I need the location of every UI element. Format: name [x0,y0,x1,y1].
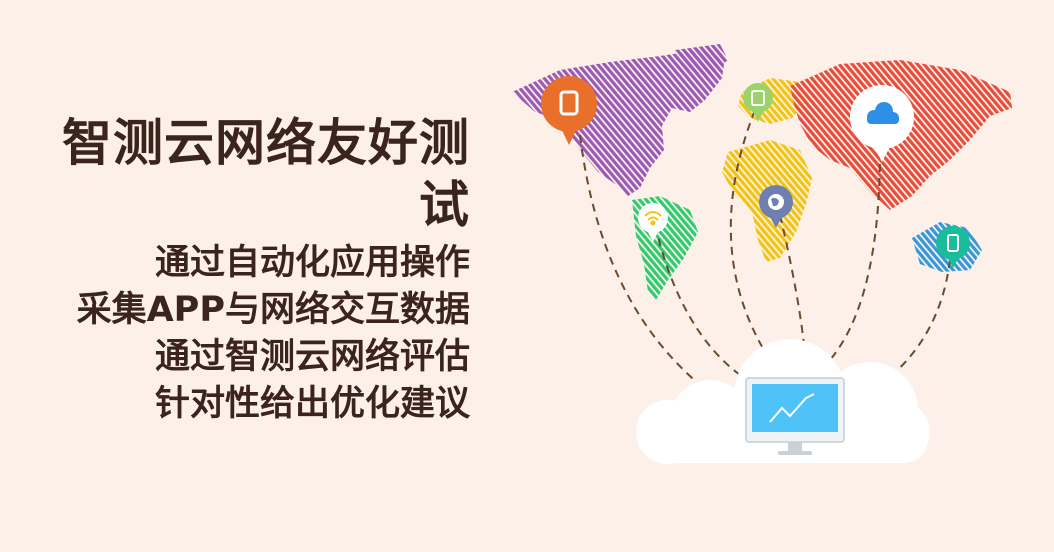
monitor-icon [745,377,845,455]
tablet-icon-small [751,90,765,106]
north-america-shape [512,50,725,196]
tablet-icon [559,90,579,116]
banner-line-3: 通过智测云网络评估 [154,337,470,377]
pin-asia [850,85,914,162]
world-network-illustration [500,40,1054,480]
banner-line-1: 通过自动化应用操作 [154,243,470,283]
pin-europe [743,83,773,122]
greenland-shape [675,44,728,76]
banner-line-4: 针对性给出优化建议 [154,384,470,424]
banner-title: 智测云网络友好测试 [62,114,470,234]
wifi-icon [644,211,662,226]
pin-south-america [638,203,668,242]
banner-line-2: 采集APP与网络交互数据 [76,290,470,330]
pin-africa [759,185,793,228]
banner-text: 智测云网络友好测试 通过自动化应用操作 采集APP与网络交互数据 通过智测云网络… [14,112,470,428]
pin-australia [936,226,970,268]
cloud-icon [867,102,899,124]
phone-icon [947,234,959,252]
pin-north-america [541,76,597,145]
